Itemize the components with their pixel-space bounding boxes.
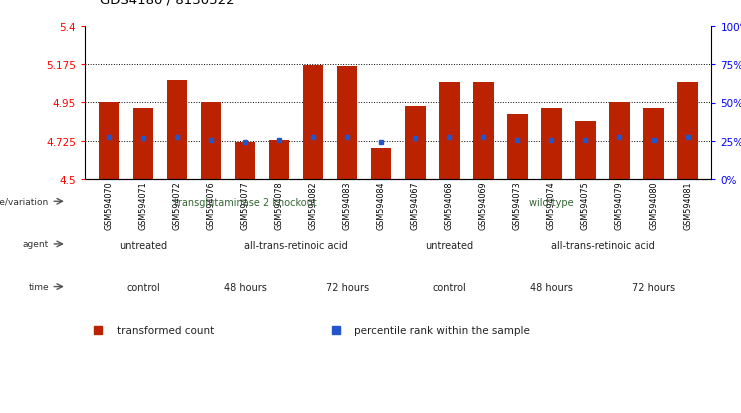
Bar bbox=[609, 103, 630, 180]
Text: time: time bbox=[28, 282, 49, 291]
Text: agent: agent bbox=[23, 240, 49, 249]
Text: untreated: untreated bbox=[425, 240, 473, 250]
Bar bbox=[371, 149, 391, 180]
Bar bbox=[677, 83, 698, 180]
Text: 72 hours: 72 hours bbox=[326, 282, 369, 293]
Bar bbox=[541, 108, 562, 180]
Text: all-trans-retinoic acid: all-trans-retinoic acid bbox=[245, 240, 348, 250]
Text: 48 hours: 48 hours bbox=[224, 282, 267, 293]
Text: genotype/variation: genotype/variation bbox=[0, 197, 49, 206]
Bar bbox=[439, 83, 459, 180]
Text: transformed count: transformed count bbox=[116, 325, 213, 335]
Text: control: control bbox=[433, 282, 466, 293]
Bar bbox=[507, 115, 528, 180]
Text: 72 hours: 72 hours bbox=[632, 282, 675, 293]
Text: wild type: wild type bbox=[529, 197, 574, 208]
Text: 48 hours: 48 hours bbox=[530, 282, 573, 293]
Bar bbox=[405, 107, 425, 180]
Bar bbox=[473, 83, 494, 180]
Bar bbox=[643, 108, 664, 180]
Text: transglutaminase 2 knockout: transglutaminase 2 knockout bbox=[174, 197, 316, 208]
Bar bbox=[201, 103, 222, 180]
Bar bbox=[235, 143, 256, 180]
Bar bbox=[167, 81, 187, 180]
Bar bbox=[337, 67, 357, 180]
Text: GDS4180 / 8130522: GDS4180 / 8130522 bbox=[100, 0, 235, 6]
Bar bbox=[99, 103, 119, 180]
Bar bbox=[269, 140, 290, 180]
Text: percentile rank within the sample: percentile rank within the sample bbox=[354, 325, 531, 335]
Text: all-trans-retinoic acid: all-trans-retinoic acid bbox=[551, 240, 654, 250]
Bar bbox=[133, 108, 153, 180]
Bar bbox=[575, 122, 596, 180]
Text: control: control bbox=[126, 282, 160, 293]
Bar bbox=[303, 66, 323, 180]
Text: untreated: untreated bbox=[119, 240, 167, 250]
